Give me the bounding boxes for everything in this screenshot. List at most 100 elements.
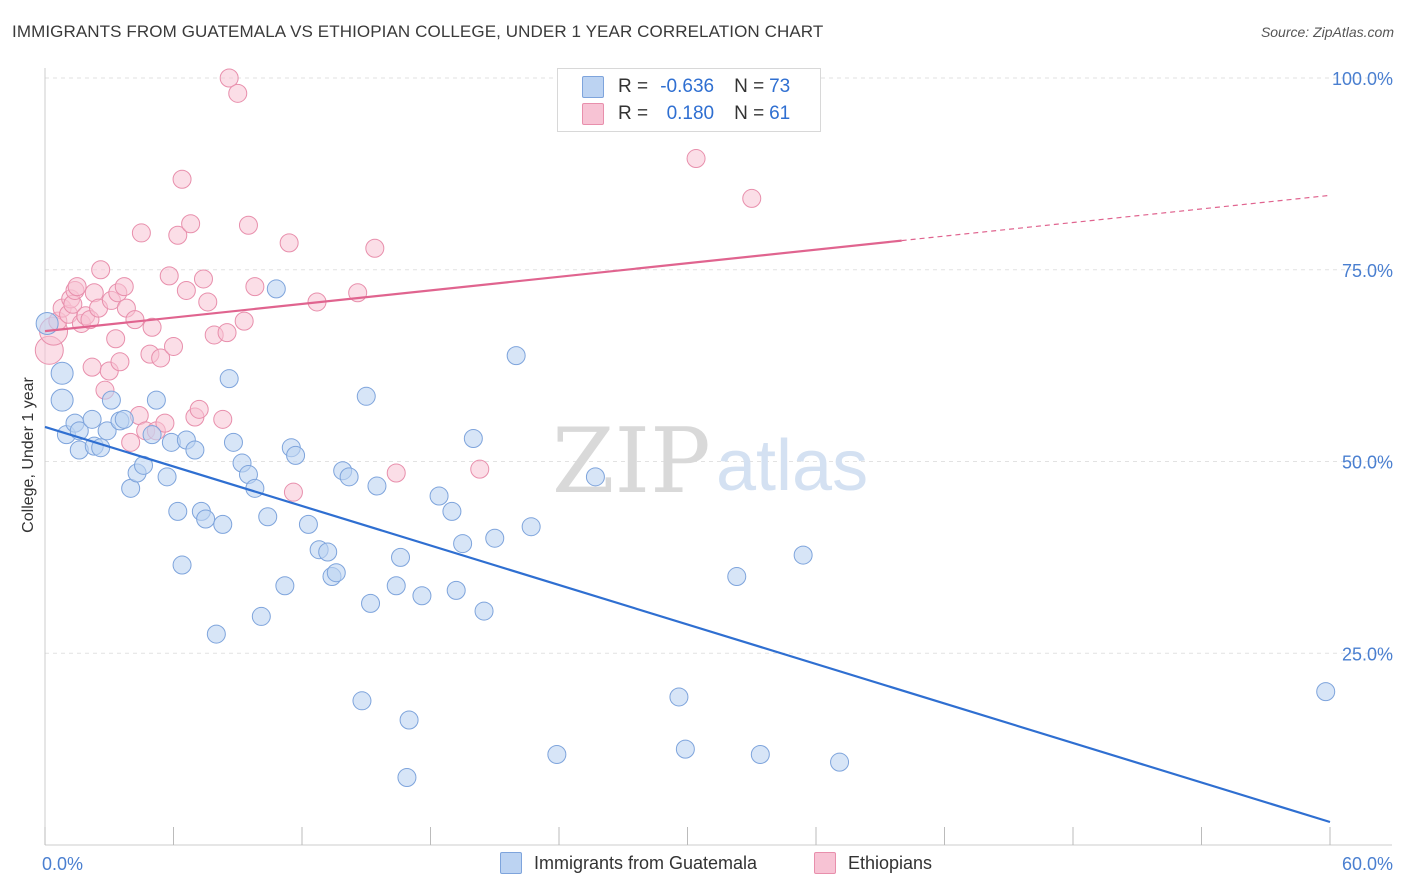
watermark-zip: ZIP xyxy=(552,409,711,514)
watermark: ZIP atlas xyxy=(552,409,868,514)
guatemala-point xyxy=(727,567,747,587)
correlation-legend: R = -0.636 N = 73 R = 0.180 N = 61 xyxy=(557,68,821,132)
ethiopians-point xyxy=(213,409,233,429)
ethiopians-point xyxy=(283,482,303,502)
ethiopians-point xyxy=(365,238,385,258)
guatemala-point xyxy=(830,752,850,772)
guatemala-points xyxy=(35,279,1336,788)
guatemala-point xyxy=(339,467,359,487)
watermark-atlas: atlas xyxy=(716,426,868,506)
ethiopians-trend-extension xyxy=(901,194,1331,242)
guatemala-point xyxy=(361,593,381,613)
ethiopians-point xyxy=(386,463,406,483)
ethiopians-point xyxy=(91,260,111,280)
ethiopians-point xyxy=(181,214,201,234)
guatemala-point xyxy=(50,388,74,412)
ethiopians-point xyxy=(106,329,126,349)
guatemala-point xyxy=(213,514,233,534)
guatemala-point xyxy=(506,346,526,366)
guatemala-point xyxy=(367,476,387,496)
ethiopians-point xyxy=(176,280,196,300)
guatemala-point xyxy=(251,606,271,626)
series-swatch-pink xyxy=(814,852,836,874)
guatemala-point xyxy=(442,501,462,521)
ethiopians-point xyxy=(168,225,188,245)
ethiopians-points xyxy=(34,68,762,502)
legend-r-label: R = xyxy=(618,76,649,97)
guatemala-point xyxy=(463,428,483,448)
guatemala-point xyxy=(326,563,346,583)
y-tick-label: 25.0% xyxy=(1342,644,1393,664)
guatemala-point xyxy=(793,545,813,565)
grid-lines xyxy=(45,77,1392,654)
legend-row-guatemala: R = -0.636 N = 73 xyxy=(582,74,790,100)
guatemala-point xyxy=(485,528,505,548)
guatemala-point xyxy=(219,369,239,389)
ethiopians-point xyxy=(159,266,179,286)
guatemala-point xyxy=(453,534,473,554)
guatemala-point xyxy=(446,580,466,600)
ethiopians-point xyxy=(193,269,213,289)
ethiopians-point xyxy=(238,215,258,235)
y-tick-label: 100.0% xyxy=(1332,69,1393,89)
guatemala-point xyxy=(275,576,295,596)
ethiopians-point xyxy=(114,277,134,297)
guatemala-point xyxy=(391,547,411,567)
legend-n-label: N = xyxy=(734,103,765,124)
series-label: Immigrants from Guatemala xyxy=(534,852,758,873)
guatemala-point xyxy=(585,467,605,487)
guatemala-point xyxy=(223,432,243,452)
ethiopians-point xyxy=(234,311,254,331)
guatemala-point xyxy=(258,507,278,527)
guatemala-point xyxy=(97,421,117,441)
ethiopians-point xyxy=(470,459,490,479)
guatemala-point xyxy=(547,744,567,764)
ethiopians-point xyxy=(228,83,248,103)
guatemala-point xyxy=(521,517,541,537)
x-tick-label: 0.0% xyxy=(42,854,83,874)
ethiopians-point xyxy=(742,188,762,208)
series-legend-ethiopians: Ethiopians xyxy=(814,852,932,874)
legend-n-value: 61 xyxy=(769,103,791,124)
guatemala-point xyxy=(429,486,449,506)
guatemala-trend-line xyxy=(44,425,1331,824)
ethiopians-point xyxy=(245,277,265,297)
ethiopians-point xyxy=(189,399,209,419)
source-credit: Source: ZipAtlas.com xyxy=(1260,24,1394,40)
ethiopians-point xyxy=(125,310,145,330)
series-label: Ethiopians xyxy=(848,852,933,873)
guatemala-point xyxy=(412,586,432,606)
ethiopians-trend-line xyxy=(44,239,902,333)
guatemala-point xyxy=(168,501,188,521)
guatemala-point xyxy=(101,390,121,410)
guatemala-point xyxy=(266,279,286,299)
ethiopians-point xyxy=(151,348,171,368)
ethiopians-point xyxy=(131,223,151,243)
guatemala-point xyxy=(114,409,134,429)
guatemala-point xyxy=(286,445,306,465)
guatemala-point xyxy=(386,576,406,596)
ethiopians-point xyxy=(686,149,706,169)
guatemala-point xyxy=(185,440,205,460)
x-tick-label: 60.0% xyxy=(1342,854,1393,874)
ethiopians-point xyxy=(121,432,141,452)
guatemala-point xyxy=(356,386,376,406)
guatemala-point xyxy=(157,467,177,487)
y-tick-label: 50.0% xyxy=(1342,453,1393,473)
guatemala-point xyxy=(196,509,216,529)
guatemala-point xyxy=(397,768,417,788)
ethiopians-point xyxy=(82,357,102,377)
series-swatch-blue xyxy=(500,852,522,874)
ethiopians-point xyxy=(164,336,183,356)
guatemala-point xyxy=(298,514,318,534)
legend-n-label: N = xyxy=(734,76,765,97)
trend-lines xyxy=(44,194,1331,824)
ethiopians-point xyxy=(155,413,175,433)
series-legend: Immigrants from Guatemala Ethiopians xyxy=(0,852,1406,878)
guatemala-point xyxy=(172,555,192,575)
series-legend-guatemala: Immigrants from Guatemala xyxy=(500,852,757,874)
legend-r-value: 0.180 xyxy=(666,103,715,124)
ethiopians-point xyxy=(172,169,192,189)
guatemala-point xyxy=(1316,682,1336,702)
